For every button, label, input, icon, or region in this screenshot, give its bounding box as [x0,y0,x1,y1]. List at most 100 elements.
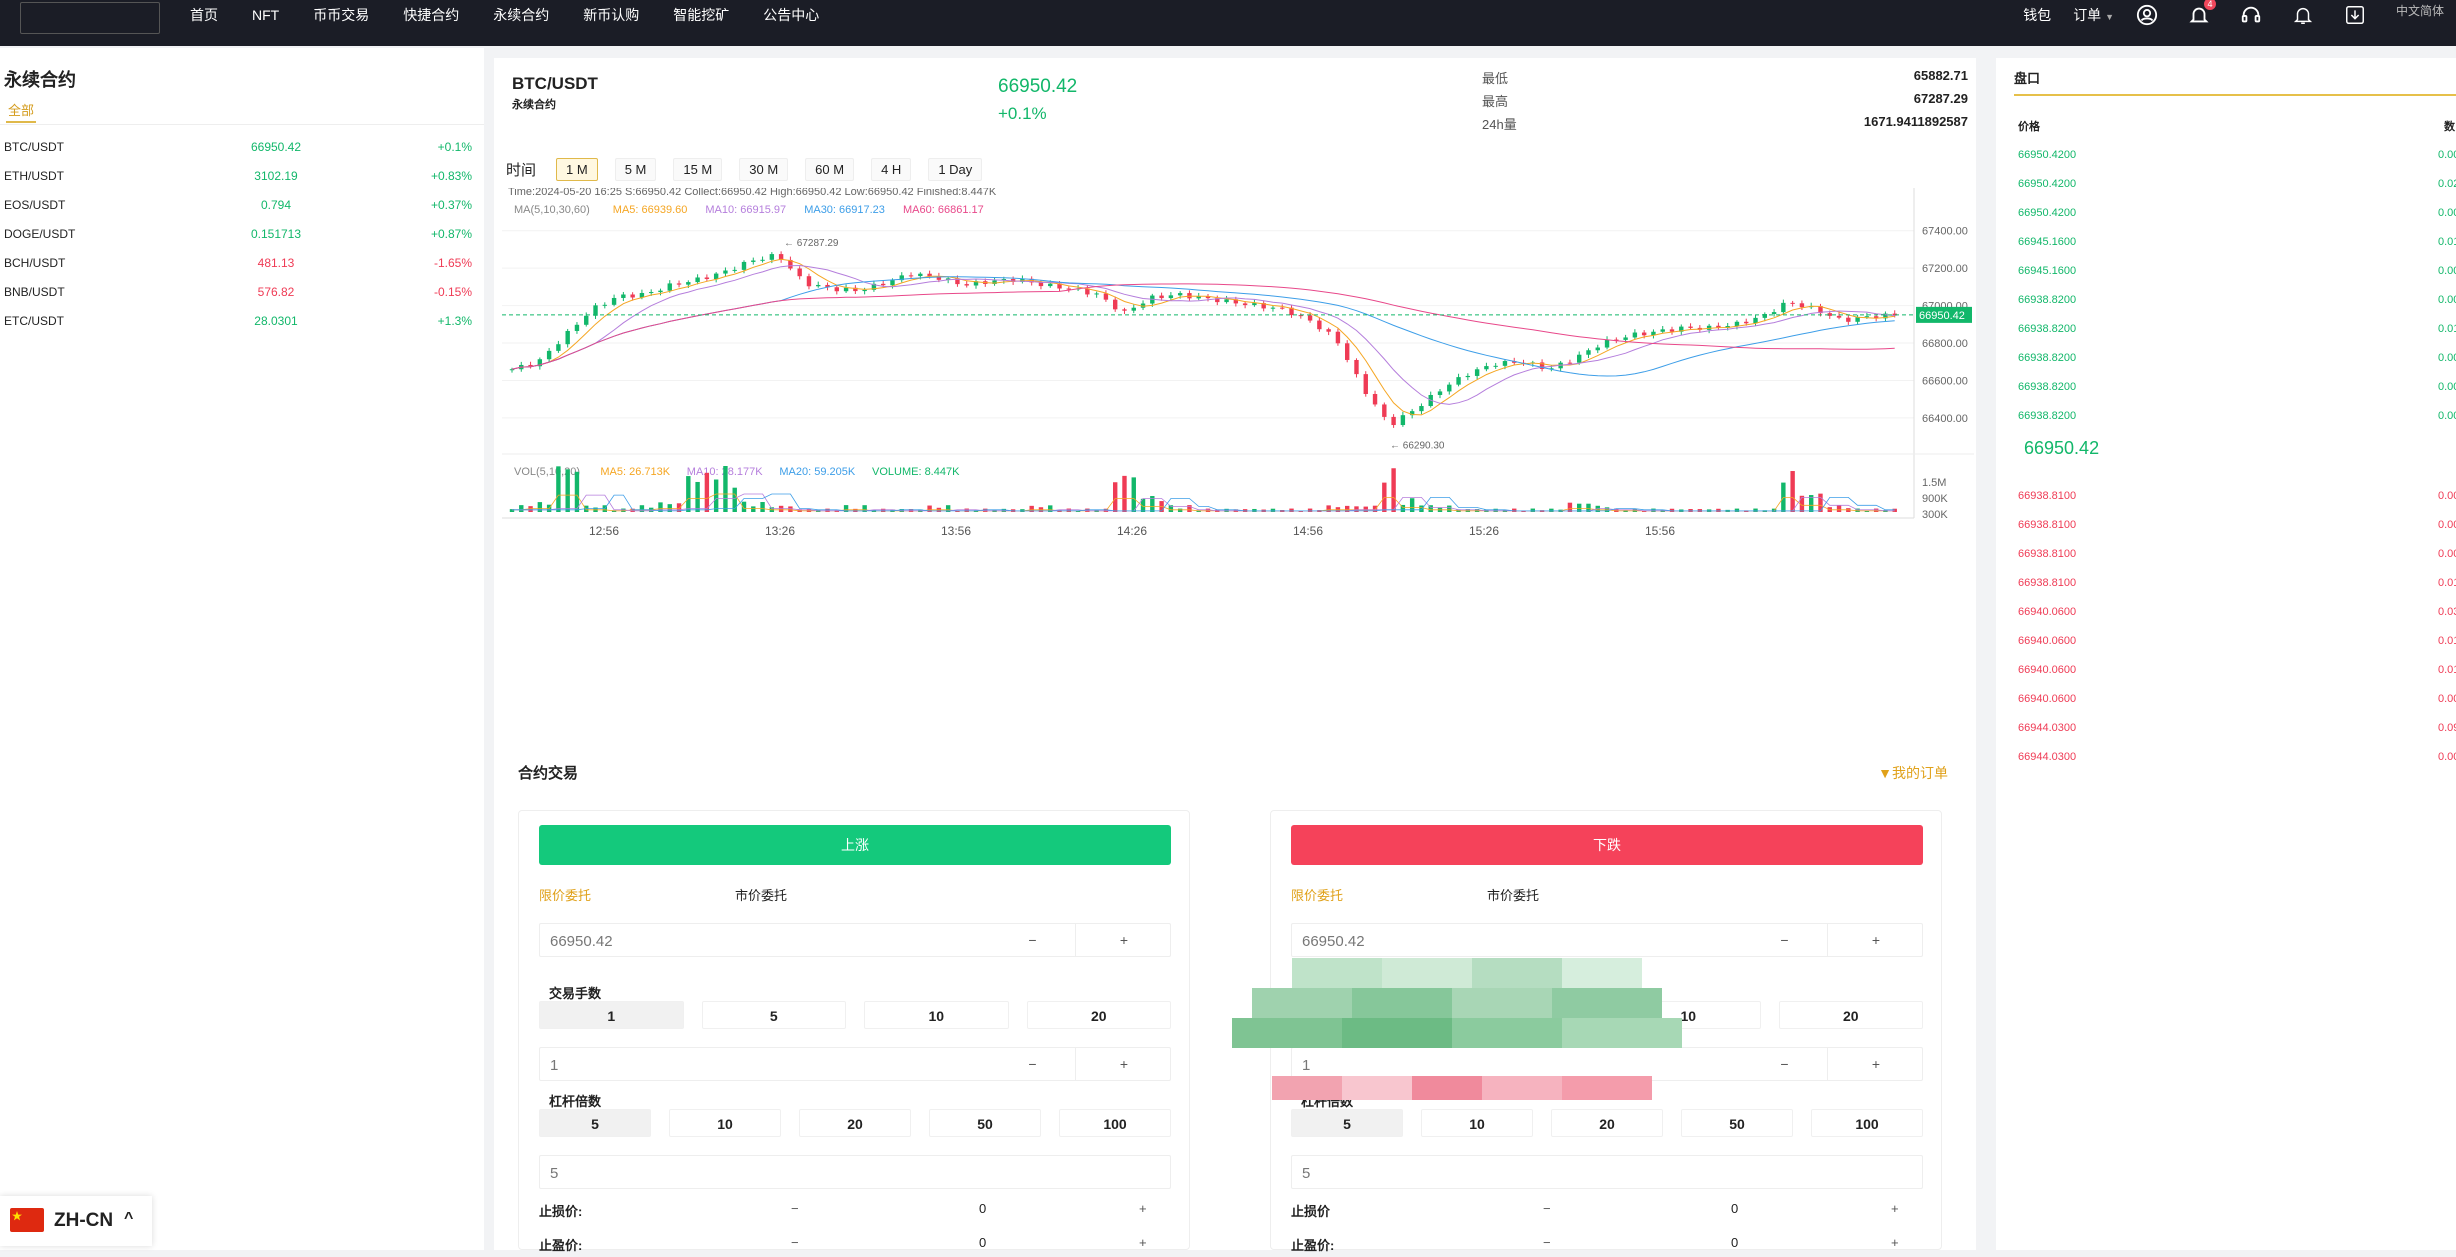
market-row[interactable]: DOGE/USDT 0.151713 +0.87% [0,219,484,248]
leverage-option[interactable]: 20 [1551,1109,1663,1137]
market-row[interactable]: ETC/USDT 28.0301 +1.3% [0,306,484,335]
timeframe-5m[interactable]: 5 M [614,157,657,181]
my-orders-link[interactable]: ▼我的订单 [1878,763,1948,783]
bid-row[interactable]: 66940.0600 0.03 [2018,598,2456,627]
ask-row[interactable]: 66938.8200 0.00 [2018,344,2456,373]
download-icon[interactable] [2344,4,2366,26]
take-profit-plus[interactable]: + [1891,1235,1899,1250]
qty-option[interactable]: 5 [701,1001,846,1029]
nav-nft[interactable]: NFT [252,7,280,23]
ask-row[interactable]: 66945.1600 0.01 [2018,228,2456,257]
bid-row[interactable]: 66938.8100 0.01 [2018,569,2456,598]
bid-row[interactable]: 66940.0600 0.01 [2018,627,2456,656]
price-input[interactable]: 66950.42 [550,933,613,950]
leverage-input[interactable]: 5 [1291,1155,1923,1189]
kline-chart[interactable]: 67400.0067200.0067000.0066800.0066600.00… [494,188,1976,788]
qty-option[interactable]: 10 [864,1001,1009,1029]
ask-row[interactable]: 66938.8200 0.00 [2018,373,2456,402]
tab-limit-order[interactable]: 限价委托 [1291,888,1344,903]
qty-input[interactable]: 1 [1302,1057,1311,1074]
market-row[interactable]: ETH/USDT 3102.19 +0.83% [0,161,484,190]
ask-row[interactable]: 66938.8200 0.01 [2018,315,2456,344]
market-row[interactable]: BNB/USDT 576.82 -0.15% [0,277,484,306]
language-switch[interactable]: ZH-CN ^ [0,1196,152,1246]
price-input[interactable]: 66950.42 [1302,933,1365,950]
timeframe-30m[interactable]: 30 M [739,157,789,181]
timeframe-1day[interactable]: 1 Day [928,157,983,181]
language-selector[interactable]: 中文简体 [2396,3,2445,18]
wallet-link[interactable]: 钱包 [2023,7,2052,23]
stop-loss-value[interactable]: 0 [979,1201,987,1216]
take-profit-value[interactable]: 0 [979,1235,987,1250]
leverage-option[interactable]: 10 [1421,1109,1533,1137]
leverage-option[interactable]: 10 [669,1109,781,1137]
leverage-value[interactable]: 5 [1302,1165,1311,1182]
stop-loss-plus[interactable]: + [1139,1201,1147,1216]
tab-limit-order[interactable]: 限价委托 [539,888,592,903]
buy-up-button[interactable]: 上涨 [539,825,1171,865]
ask-row[interactable]: 66950.4200 0.00 [2018,199,2456,228]
take-profit-minus[interactable]: − [791,1235,799,1250]
bid-row[interactable]: 66944.0300 0.09 [2018,714,2456,743]
price-plus-button[interactable]: + [1871,932,1881,948]
leverage-input[interactable]: 5 [539,1155,1171,1189]
leverage-option[interactable]: 5 [1291,1109,1403,1137]
nav-mining[interactable]: 智能挖矿 [673,7,730,23]
timeframe-60m[interactable]: 60 M [805,157,855,181]
tab-market-order[interactable]: 市价委托 [1487,888,1540,903]
qty-option[interactable]: 20 [1778,1001,1923,1029]
nav-perpetual[interactable]: 永续合约 [493,7,550,23]
leverage-option[interactable]: 100 [1059,1109,1171,1137]
take-profit-minus[interactable]: − [1543,1235,1551,1250]
market-row[interactable]: BTC/USDT 66950.42 +0.1% [0,132,484,161]
bid-row[interactable]: 66938.8100 0.00 [2018,511,2456,540]
leverage-option[interactable]: 100 [1811,1109,1923,1137]
sell-down-button[interactable]: 下跌 [1291,825,1923,865]
price-stepper[interactable]: 66950.42 − + [1291,923,1923,957]
logo[interactable] [20,2,160,34]
bid-row[interactable]: 66944.0300 0.00 [2018,743,2456,772]
nav-spot[interactable]: 币币交易 [313,7,370,23]
nav-quick-contract[interactable]: 快捷合约 [403,7,460,23]
ask-row[interactable]: 66950.4200 0.00 [2018,141,2456,170]
ask-row[interactable]: 66945.1600 0.00 [2018,257,2456,286]
timeframe-label[interactable]: 时间 [506,161,537,179]
stop-loss-plus[interactable]: + [1891,1201,1899,1216]
bid-row[interactable]: 66938.8100 0.00 [2018,540,2456,569]
leverage-option[interactable]: 50 [1681,1109,1793,1137]
price-stepper[interactable]: 66950.42 − + [539,923,1171,957]
leverage-option[interactable]: 5 [539,1109,651,1137]
qty-minus-button[interactable]: − [1742,1048,1828,1080]
qty-option[interactable]: 1 [539,1001,684,1029]
price-minus-button[interactable]: − [1742,924,1828,956]
price-minus-button[interactable]: − [990,924,1076,956]
headset-icon[interactable] [2240,4,2262,26]
market-row[interactable]: EOS/USDT 0.794 +0.37% [0,190,484,219]
price-plus-button[interactable]: + [1119,932,1129,948]
nav-new-coin[interactable]: 新币认购 [583,7,640,23]
bid-row[interactable]: 66940.0600 0.01 [2018,656,2456,685]
tab-all[interactable]: 全部 [6,100,37,123]
stop-loss-minus[interactable]: − [1543,1201,1551,1216]
timeframe-1m[interactable]: 1 M [556,157,598,181]
qty-option[interactable]: 20 [1026,1001,1171,1029]
ask-row[interactable]: 66950.4200 0.02 [2018,170,2456,199]
take-profit-plus[interactable]: + [1139,1235,1147,1250]
orders-menu[interactable]: 订单 ▼ [2073,5,2114,25]
ask-row[interactable]: 66938.8200 0.00 [2018,286,2456,315]
tab-market-order[interactable]: 市价委托 [735,888,788,903]
user-icon[interactable] [2136,4,2158,26]
market-row[interactable]: BCH/USDT 481.13 -1.65% [0,248,484,277]
qty-plus-button[interactable]: + [1119,1056,1129,1072]
qty-minus-button[interactable]: − [990,1048,1076,1080]
bell-outline-icon[interactable] [2292,4,2314,26]
take-profit-value[interactable]: 0 [1731,1235,1739,1250]
stop-loss-minus[interactable]: − [791,1201,799,1216]
qty-stepper[interactable]: 1 − + [539,1047,1171,1081]
leverage-option[interactable]: 20 [799,1109,911,1137]
bell-icon[interactable]: 4 [2188,0,2216,26]
stop-loss-value[interactable]: 0 [1731,1201,1739,1216]
bid-row[interactable]: 66938.8100 0.00 [2018,482,2456,511]
qty-plus-button[interactable]: + [1871,1056,1881,1072]
nav-announcements[interactable]: 公告中心 [763,7,820,23]
